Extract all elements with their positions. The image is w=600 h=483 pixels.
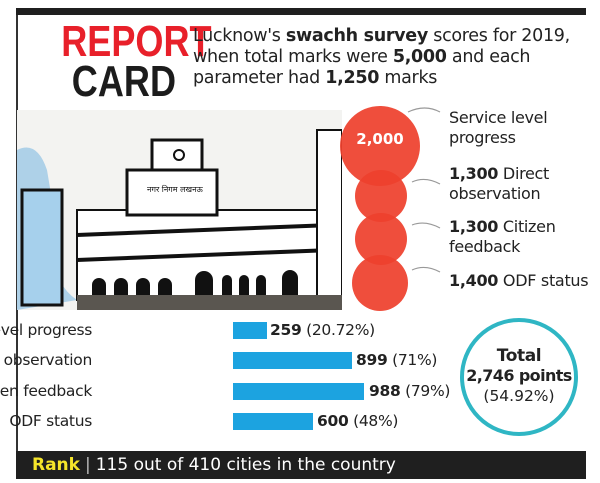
max-odf-value: 1,400	[449, 271, 499, 290]
report-card-title: REPORT CARD	[61, 17, 212, 106]
max-service-level-label: Service level progress	[449, 108, 548, 147]
bar-value: 600 (48%)	[317, 412, 399, 430]
bar-value: 899 (71%)	[356, 351, 438, 369]
intro-text: Lucknow's swachh survey scores for 2019,…	[193, 26, 593, 89]
intro-pre: Lucknow's	[193, 26, 286, 46]
max-citizen-label: Citizen feedback	[449, 217, 556, 256]
max-service-level: Service level progress	[449, 108, 600, 148]
bar-odf-status	[233, 413, 313, 430]
rank-text: 115 out of 410 cities in the country	[95, 455, 396, 475]
max-direct-label: Direct observation	[449, 164, 550, 203]
bar-service-level	[233, 322, 267, 339]
total-points: 2,746 points	[466, 366, 572, 385]
bar-row-citizen-feedback: Citizen feedback 988 (79%)	[0, 380, 470, 402]
intro-mid2: and each parameter had	[193, 47, 531, 88]
svg-text:नगर निगम लखनऊ: नगर निगम लखनऊ	[147, 184, 204, 194]
rank-bar: Rank | 115 out of 410 cities in the countr…	[16, 451, 586, 479]
intro-bold-survey: swachh survey	[285, 26, 428, 46]
title-line-1: REPORT	[61, 17, 212, 66]
intro-bold-total: 5,000	[392, 47, 447, 67]
max-odf-status: 1,400 ODF status	[449, 271, 589, 291]
bar-label: Service level progress	[0, 321, 92, 339]
max-citizen-feedback: 1,300 Citizen feedback	[449, 217, 600, 257]
title-line-2: CARD	[71, 57, 176, 106]
bar-value: 259 (20.72%)	[270, 321, 375, 339]
max-citizen-value: 1,300	[449, 217, 499, 236]
max-direct-observation: 1,300 Direct observation	[449, 164, 600, 204]
bar-label: Direct observation	[0, 351, 92, 369]
bar-direct-observation	[233, 352, 352, 369]
intro-post: marks	[379, 68, 438, 88]
max-direct-value: 1,300	[449, 164, 499, 183]
total-ring: Total 2,746 points (54.92%)	[460, 318, 578, 436]
bar-citizen-feedback	[233, 383, 364, 400]
bar-label: Citizen feedback	[0, 382, 92, 400]
bar-row-service-level: Service level progress 259 (20.72%)	[0, 319, 470, 341]
intro-mid1: scores for 2019, when total marks were	[193, 26, 570, 67]
rank-separator: |	[84, 455, 91, 475]
bar-label: ODF status	[9, 412, 92, 430]
total-title: Total	[496, 346, 542, 366]
bar-row-direct-observation: Direct observation 899 (71%)	[0, 349, 470, 371]
top-rule	[16, 8, 586, 15]
bar-row-odf-status: ODF status 600 (48%)	[0, 410, 470, 432]
total-percent: (54.92%)	[483, 387, 555, 405]
max-odf-label: ODF status	[502, 271, 589, 290]
bar-value: 988 (79%)	[369, 382, 451, 400]
building-illustration: नगर निगम लखनऊ	[17, 110, 342, 310]
intro-bold-param: 1,250	[325, 68, 380, 88]
rank-label: Rank	[32, 455, 80, 475]
